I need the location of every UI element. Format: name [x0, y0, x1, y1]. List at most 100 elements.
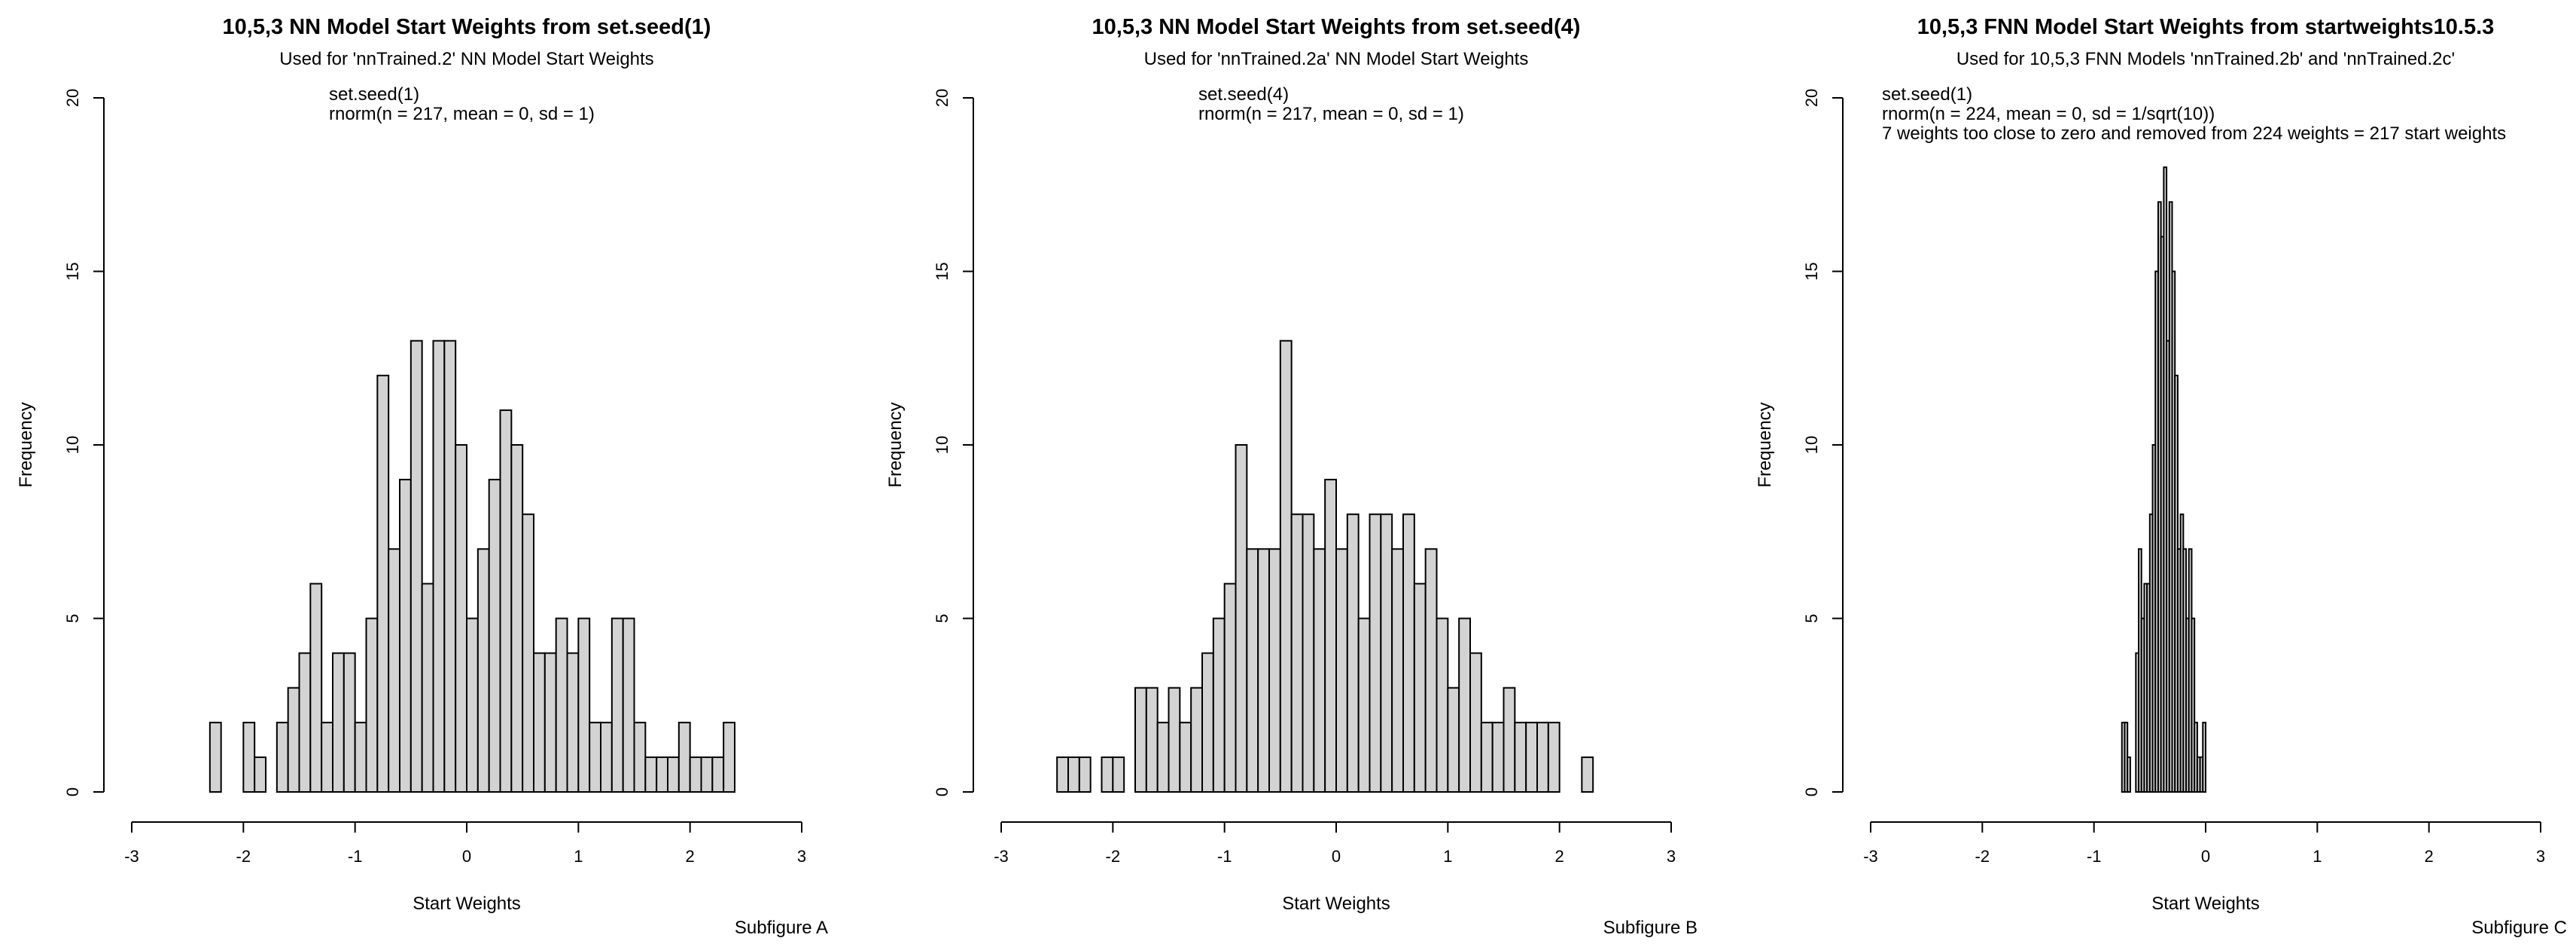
histogram-bar [589, 721, 602, 793]
histogram-bar [2191, 617, 2196, 793]
histogram-bar [1056, 756, 1069, 793]
histogram-bar [1257, 548, 1270, 793]
histogram-bar [1145, 687, 1159, 793]
x-tick-label: 0 [462, 847, 471, 866]
histogram-bar [1101, 756, 1114, 793]
chart-title: 10,5,3 NN Model Start Weights from set.s… [223, 15, 711, 39]
histogram-bar [321, 721, 333, 793]
histogram-bar [2202, 721, 2207, 793]
histogram-bar [388, 548, 401, 793]
y-tick-label: 5 [933, 614, 952, 623]
y-tick-label: 20 [1802, 89, 1821, 107]
histogram-bar [1302, 513, 1315, 793]
histogram-bar [1436, 617, 1449, 793]
x-tick-label: 3 [797, 847, 806, 866]
chart-title: 10,5,3 FNN Model Start Weights from star… [1917, 15, 2495, 39]
y-tick-label: 10 [63, 436, 82, 454]
histogram-bar [1223, 583, 1237, 793]
histogram-bar [544, 652, 557, 793]
histogram-bar [287, 687, 300, 793]
histogram-bar [1067, 756, 1080, 793]
chart-title: 10,5,3 NN Model Start Weights from set.s… [1092, 15, 1581, 39]
histogram-bar [1525, 721, 1538, 793]
histogram-bar [700, 756, 714, 793]
histogram-bar [622, 617, 635, 793]
x-tick-label: 1 [1443, 847, 1452, 866]
histogram-bar [276, 721, 289, 793]
histogram-bar [566, 652, 580, 793]
x-tick-label: 2 [686, 847, 695, 866]
x-tick-label: 1 [574, 847, 583, 866]
histogram-bar [1134, 687, 1147, 793]
y-tick-label: 15 [933, 262, 952, 280]
annotation-text: set.seed(1) [1882, 84, 1972, 105]
histogram-bar [399, 479, 412, 793]
annotation-text: set.seed(4) [1198, 84, 1289, 105]
histogram-bar [577, 617, 591, 793]
x-tick-label: 0 [2201, 847, 2210, 866]
histogram-bar [1369, 513, 1382, 793]
y-tick-label: 15 [63, 262, 82, 280]
x-tick-label: 2 [1555, 847, 1564, 866]
histogram-bar [689, 756, 702, 793]
histogram-bar [1324, 479, 1337, 793]
x-axis-label: Start Weights [2151, 894, 2260, 914]
histogram-bar [332, 652, 345, 793]
chart-subtitle: Used for 'nnTrained.2a' NN Model Start W… [1144, 49, 1529, 69]
x-tick-label: 0 [1332, 847, 1341, 866]
histogram-bar [1380, 513, 1393, 793]
y-tick-label: 20 [933, 89, 952, 107]
x-tick-label: -3 [1863, 847, 1878, 866]
x-tick-label: 2 [2425, 847, 2434, 866]
y-tick-label: 10 [1802, 436, 1821, 454]
histogram-bar [343, 652, 356, 793]
y-tick-label: 10 [933, 436, 952, 454]
x-axis-label: Start Weights [413, 894, 521, 914]
annotation-text: set.seed(1) [329, 84, 419, 105]
histogram-bar [1536, 721, 1549, 793]
histogram-bar [254, 756, 266, 793]
histogram-bar [711, 756, 725, 793]
histogram-bar [1514, 721, 1527, 793]
histogram-bar [1156, 721, 1170, 793]
subfigure-caption: Subfigure B [1603, 918, 1698, 938]
histogram-bar [365, 617, 379, 793]
histogram-bar [533, 652, 546, 793]
y-tick-label: 20 [63, 89, 82, 107]
histogram-bar [309, 583, 323, 793]
histogram-bar [488, 479, 501, 793]
histogram-bar [1402, 513, 1415, 793]
histogram-bar [1268, 548, 1281, 793]
histogram-bar [1424, 548, 1438, 793]
histogram-bar [1458, 617, 1471, 793]
histogram-bar [510, 444, 524, 793]
histogram-bar [1212, 617, 1226, 793]
histogram-bar [522, 513, 535, 793]
histogram-bar [298, 652, 312, 793]
histogram-bar [1346, 513, 1360, 793]
histogram-bar [1235, 444, 1248, 793]
x-tick-label: -2 [1106, 847, 1121, 866]
x-tick-label: -1 [348, 847, 363, 866]
histogram-bar [1078, 756, 1092, 793]
x-tick-label: 1 [2313, 847, 2322, 866]
histogram-bar [611, 617, 624, 793]
chart-subtitle: Used for 10,5,3 FNN Models 'nnTrained.2b… [1956, 49, 2455, 69]
histogram-bar [242, 721, 256, 793]
histogram-bar [1581, 756, 1594, 793]
histogram-bar [354, 721, 367, 793]
histogram-bar [455, 444, 468, 793]
histogram-bar [466, 617, 479, 793]
x-axis-label: Start Weights [1282, 894, 1390, 914]
histogram-bar [1469, 652, 1482, 793]
histogram-bar [723, 721, 736, 793]
subfigure-caption: Subfigure A [735, 918, 828, 938]
chart-subtitle: Used for 'nnTrained.2' NN Model Start We… [279, 49, 653, 69]
histogram-bar [432, 340, 446, 793]
histogram-bar [2127, 756, 2131, 793]
annotation-text: rnorm(n = 217, mean = 0, sd = 1) [329, 104, 595, 124]
x-tick-label: -2 [1975, 847, 1990, 866]
y-tick-label: 5 [63, 614, 82, 623]
y-axis-label: Frequency [1755, 402, 1775, 487]
